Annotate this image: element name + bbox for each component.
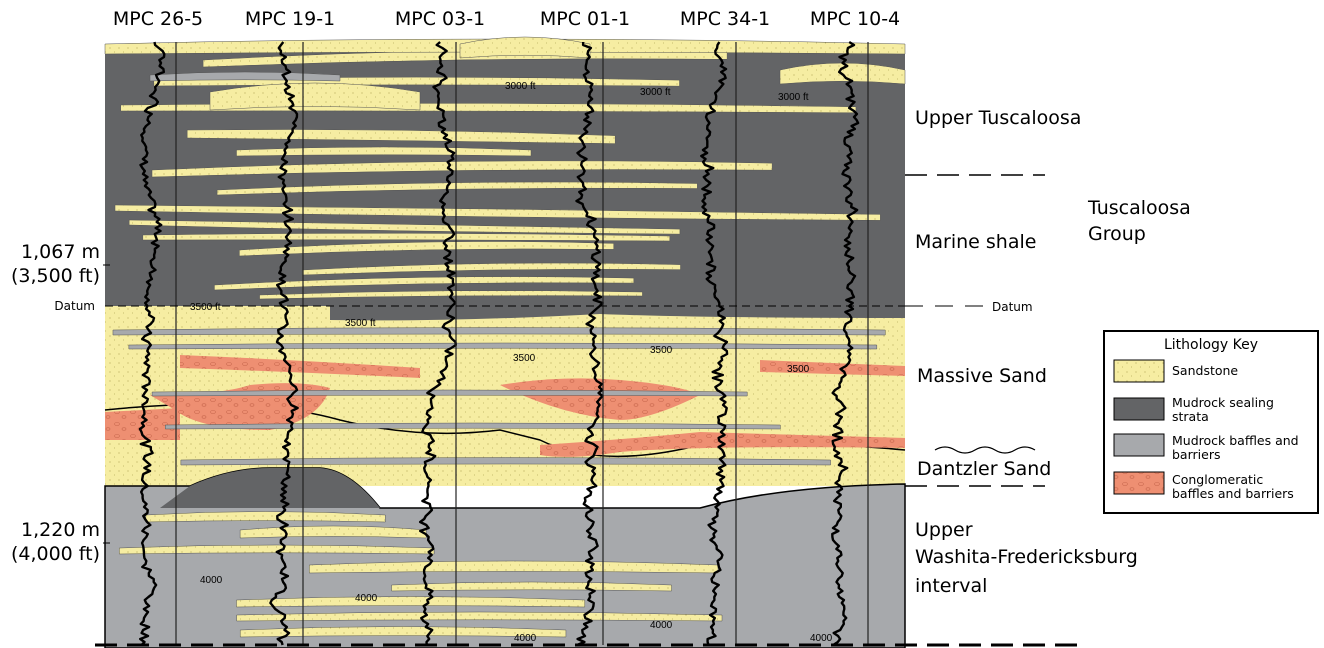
annotation: 3500 bbox=[787, 364, 810, 375]
well-label: MPC 01-1 bbox=[540, 8, 630, 30]
well-label: MPC 10-4 bbox=[810, 8, 900, 30]
annotation: 3500 ft bbox=[345, 318, 376, 329]
well-label: MPC 03-1 bbox=[395, 8, 485, 30]
unit-label: interval bbox=[915, 575, 987, 597]
well-labels: MPC 26-5 MPC 19-1 MPC 03-1 MPC 01-1 MPC … bbox=[113, 8, 900, 30]
legend-label: Mudrock baffles and bbox=[1172, 433, 1299, 448]
annotation: 3500 ft bbox=[190, 302, 221, 313]
legend-label: strata bbox=[1172, 409, 1209, 424]
unconformity bbox=[935, 447, 1035, 453]
sandstone-lens bbox=[240, 526, 426, 538]
sandstone-lens bbox=[236, 147, 531, 156]
mudrock-baffle bbox=[129, 343, 877, 349]
annotation: 4000 bbox=[355, 593, 378, 604]
group-label: Tuscaloosa bbox=[1087, 197, 1191, 219]
legend-label: baffles and barriers bbox=[1172, 486, 1294, 501]
page: MPC 26-5 MPC 19-1 MPC 03-1 MPC 01-1 MPC … bbox=[0, 0, 1324, 648]
mudrock-baffle bbox=[152, 390, 747, 396]
legend: Lithology Key Sandstone Mudrock sealing … bbox=[1104, 331, 1318, 513]
legend-swatch bbox=[1114, 360, 1164, 382]
annotation: 3000 ft bbox=[505, 81, 536, 92]
datum-label: Datum bbox=[54, 299, 95, 313]
legend-label: Conglomeratic bbox=[1172, 472, 1263, 487]
cross-section: MPC 26-5 MPC 19-1 MPC 03-1 MPC 01-1 MPC … bbox=[0, 0, 1324, 648]
mudrock-baffle bbox=[165, 423, 780, 429]
depth-label: 1,220 m bbox=[21, 519, 100, 541]
legend-label: Mudrock sealing bbox=[1172, 395, 1274, 410]
depth-label: 1,067 m bbox=[21, 241, 100, 263]
annotation: 4000 bbox=[810, 633, 833, 644]
well-label: MPC 26-5 bbox=[113, 8, 203, 30]
well-label: MPC 19-1 bbox=[245, 8, 335, 30]
unit-label: Marine shale bbox=[915, 231, 1036, 253]
left-labels: 1,067 m (3,500 ft) Datum 1,220 m (4,000 … bbox=[11, 241, 100, 565]
unit-label: Massive Sand bbox=[917, 365, 1047, 387]
sandstone-lens bbox=[309, 561, 718, 573]
mudrock-baffle bbox=[150, 72, 340, 81]
depth-label: (3,500 ft) bbox=[11, 265, 100, 287]
depth-label: (4,000 ft) bbox=[11, 543, 100, 565]
legend-label: Sandstone bbox=[1172, 363, 1238, 378]
legend-label: barriers bbox=[1172, 447, 1220, 462]
unit-label: Datum bbox=[992, 300, 1033, 314]
well-label: MPC 34-1 bbox=[680, 8, 770, 30]
legend-title: Lithology Key bbox=[1164, 337, 1258, 353]
unit-label: Washita-Fredericksburg bbox=[915, 546, 1138, 568]
annotation: 3000 ft bbox=[640, 87, 671, 98]
legend-swatch bbox=[1114, 434, 1164, 456]
sandstone-lens bbox=[392, 582, 672, 591]
unit-label: Dantzler Sand bbox=[917, 458, 1051, 480]
group-label: Group bbox=[1088, 223, 1146, 245]
strata bbox=[105, 37, 905, 648]
annotation: 4000 bbox=[514, 633, 537, 644]
legend-swatch bbox=[1114, 472, 1164, 494]
mudrock-baffle bbox=[113, 328, 885, 336]
legend-swatch bbox=[1114, 398, 1164, 420]
unit-label: Upper Tuscaloosa bbox=[915, 107, 1081, 129]
annotation: 3000 ft bbox=[778, 92, 809, 103]
unit-label: Upper bbox=[915, 519, 973, 541]
sandstone-lens bbox=[236, 597, 584, 608]
sandstone-lens bbox=[146, 512, 386, 523]
annotation: 4000 bbox=[650, 620, 673, 631]
mudrock-baffle bbox=[181, 458, 831, 466]
annotation: 3500 bbox=[513, 353, 536, 364]
annotation: 4000 bbox=[200, 575, 223, 586]
annotation: 3500 bbox=[650, 345, 673, 356]
